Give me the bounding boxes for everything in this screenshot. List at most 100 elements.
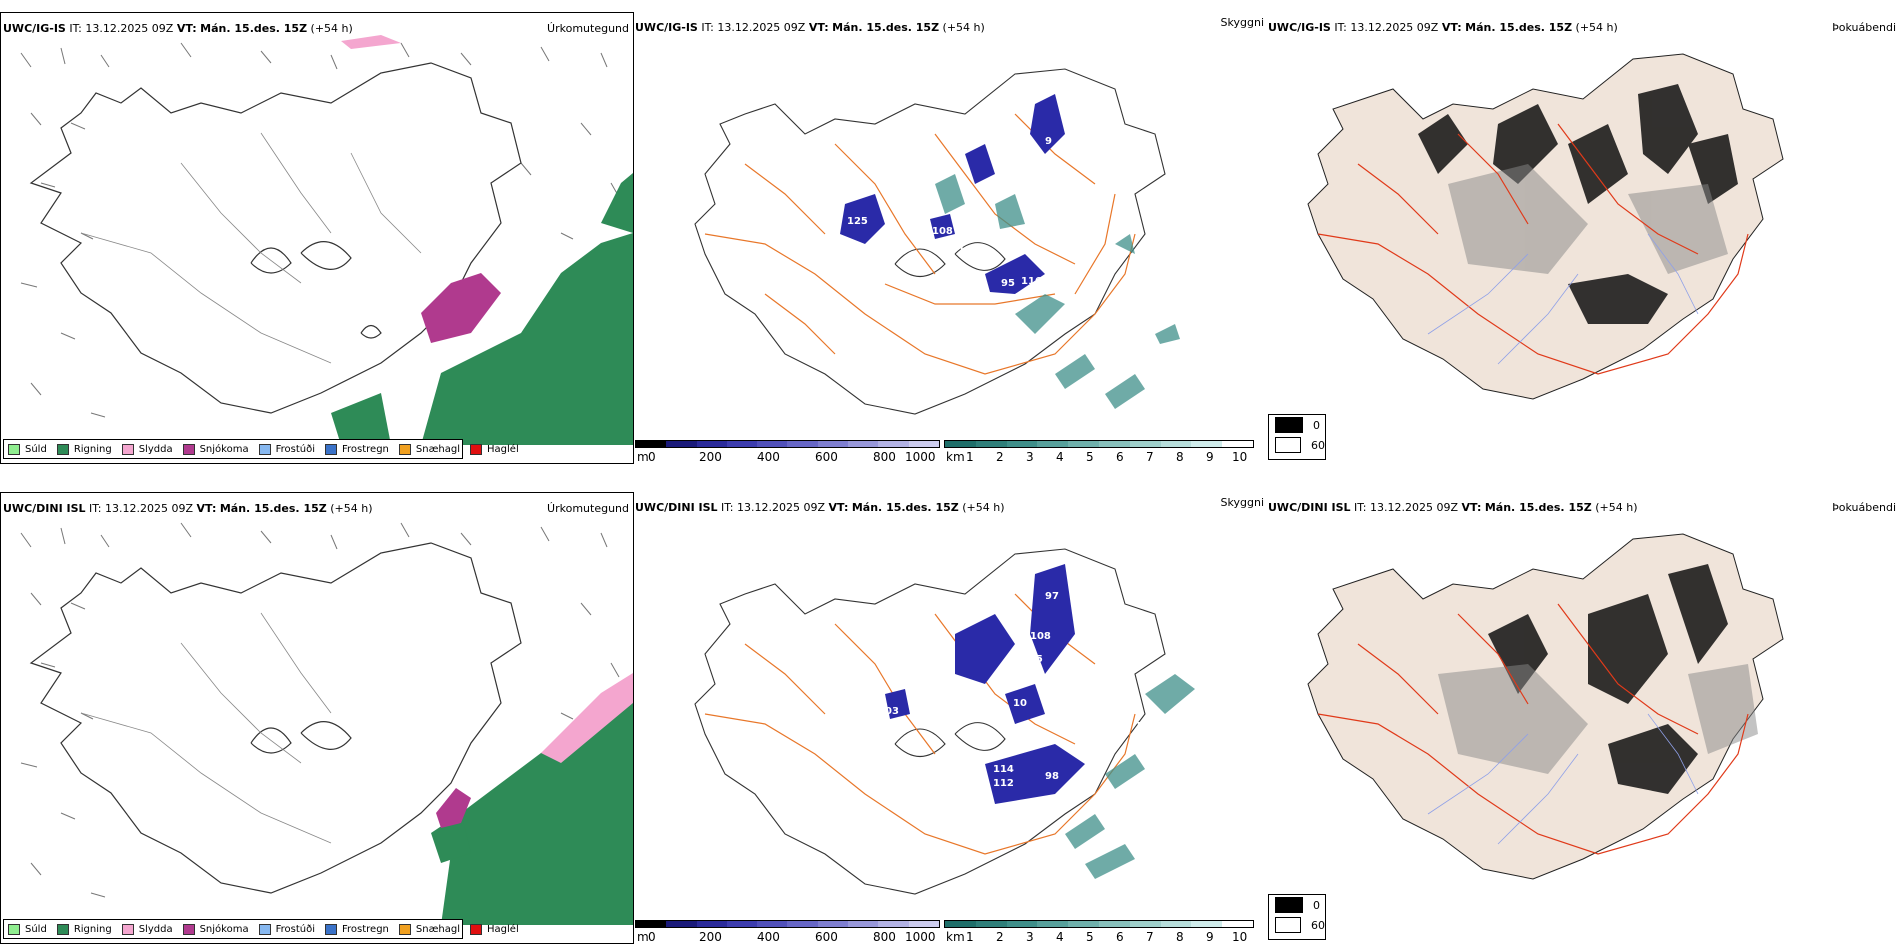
fog-legend-item: 0	[1269, 415, 1325, 435]
fog-legend-item: 0	[1269, 895, 1325, 915]
fog-legend-swatch	[1275, 417, 1303, 433]
cbar-tick: 8	[1176, 930, 1184, 944]
vis-title-row1: Skyggni	[1220, 16, 1264, 29]
vis-label: 105	[1022, 654, 1043, 665]
cbar-unit: m	[637, 930, 649, 944]
legend-label: Haglél	[487, 923, 519, 935]
cbar-ticks: m 0 200 400 600 800 1000	[635, 928, 940, 944]
legend-label: Haglél	[487, 443, 519, 455]
fog-legend-swatch	[1275, 437, 1301, 453]
it-label: IT:	[89, 502, 102, 515]
rain-area-south	[431, 813, 471, 863]
it-value: 13.12.2025 09Z	[85, 22, 174, 35]
precip-title-row1: Úrkomutegund	[547, 22, 629, 35]
cbar-tick: 3	[1026, 450, 1034, 464]
legend-swatch	[470, 443, 483, 455]
vis-label: 112	[993, 778, 1014, 789]
cbar-swatches	[944, 440, 1254, 448]
precip-header-row2: UWC/DINI ISL IT: 13.12.2025 09Z VT: Mán.…	[3, 502, 373, 515]
fog-patches	[1418, 84, 1738, 324]
legend-item: Haglél	[470, 923, 519, 935]
visibility-areas	[1065, 674, 1195, 879]
cbar-tick: 600	[815, 930, 838, 944]
vis-label: 105	[958, 246, 979, 257]
vis-label: 95	[1001, 278, 1015, 289]
cbar-unit: km	[946, 930, 965, 944]
vis-label: 103	[1068, 346, 1089, 357]
low-cloud-areas	[885, 564, 1085, 804]
cbar-swatches	[635, 440, 940, 448]
legend-label: Snæhagl	[415, 923, 461, 935]
legend-item: Súld	[8, 923, 47, 935]
vis-label: 114	[993, 764, 1014, 775]
vis-label: 10	[1013, 698, 1027, 709]
vis-label: 114	[1060, 668, 1081, 679]
fog-legend-row1: 0 60	[1268, 414, 1326, 460]
roads	[80, 132, 422, 364]
vt-label: VT:	[828, 501, 849, 514]
cbar-tick: 4	[1056, 450, 1064, 464]
fog-header-row1: UWC/IG-IS IT: 13.12.2025 09Z VT: Mán. 15…	[1268, 21, 1618, 34]
legend-swatch	[258, 443, 271, 455]
legend-item: Snjókoma	[182, 443, 249, 455]
rain-area-east	[601, 173, 633, 233]
legend-item: Rigning	[56, 923, 112, 935]
legend-label: Rigning	[73, 443, 112, 455]
it-value: 13.12.2025 09Z	[105, 502, 194, 515]
cbar-tick: 7	[1146, 930, 1154, 944]
cbar-tick: 200	[699, 930, 722, 944]
legend-item: Frostregn	[325, 923, 389, 935]
cbar-tick: 200	[699, 450, 722, 464]
legend-item: Snæhagl	[398, 443, 460, 455]
iceland-outline	[694, 68, 1166, 415]
vt-value: Mán. 15.des. 15Z	[200, 22, 308, 35]
fog-legend-label: 0	[1313, 418, 1320, 432]
legend-swatch	[470, 923, 483, 935]
visibility-colorbar-row2: km 1 2 3 4 5 6 7 8 9 10	[944, 920, 1254, 944]
model-name: UWC/IG-IS	[1268, 21, 1331, 34]
precip-map-row1	[20, 35, 633, 445]
legend-label: Snjókoma	[199, 923, 249, 935]
visibility-value-labels: 125 108 116 105 95 125 9 222 206 185 84 …	[847, 136, 1103, 357]
legend-swatch	[258, 923, 271, 935]
cbar-ticks: km 1 2 3 4 5 6 7 8 9 10	[944, 928, 1254, 944]
vis-label: 84	[1065, 199, 1079, 210]
vis-header-row1: UWC/IG-IS IT: 13.12.2025 09Z VT: Mán. 15…	[635, 21, 985, 34]
cbar-tick: 10	[1232, 930, 1248, 944]
cbar-tick: 1000	[905, 450, 936, 464]
model-name: UWC/DINI ISL	[3, 502, 86, 515]
fog-panel-row1: UWC/IG-IS IT: 13.12.2025 09Z VT: Mán. 15…	[1268, 12, 1900, 412]
lead-time: (+54 h)	[310, 22, 353, 35]
vis-title-row2: Skyggni	[1220, 496, 1264, 509]
vt-value: Mán. 15.des. 15Z	[219, 502, 327, 515]
legend-label: Rigning	[73, 923, 112, 935]
cbar-tick: 6	[1116, 930, 1124, 944]
cbar-tick: 1	[966, 450, 974, 464]
cbar-tick: 5	[1086, 930, 1094, 944]
iceland-outline	[694, 548, 1166, 895]
low-cloud-areas	[840, 94, 1065, 294]
legend-label: Frostregn	[342, 923, 389, 935]
vis-label: 129	[1135, 721, 1156, 732]
cbar-unit: m	[637, 450, 649, 464]
lead-time: (+54 h)	[942, 21, 985, 34]
legend-swatch	[8, 923, 20, 935]
vt-label: VT:	[808, 21, 829, 34]
cbar-ticks: m 0 200 400 600 800 1000	[635, 448, 940, 464]
fog-map-row2	[1307, 533, 1784, 880]
it-value: 13.12.2025 09Z	[1370, 501, 1459, 514]
legend-item: Snæhagl	[398, 923, 461, 935]
legend-label: Frostregn	[342, 443, 389, 455]
cbar-unit: km	[946, 450, 965, 464]
vis-label: 125	[847, 216, 868, 227]
cbar-ticks: km 1 2 3 4 5 6 7 8 9 10	[944, 448, 1254, 464]
cbar-tick: 1	[966, 930, 974, 944]
lead-time: (+54 h)	[1595, 501, 1638, 514]
precip-panel-row1: UWC/IG-IS IT: 13.12.2025 09Z VT: Mán. 15…	[0, 12, 634, 464]
precip-title-row2: Úrkomutegund	[547, 502, 629, 515]
fog-grey	[1438, 664, 1758, 774]
it-label: IT:	[1354, 501, 1367, 514]
cbar-tick: 10	[1232, 450, 1248, 464]
vis-label: 14	[980, 226, 994, 237]
fog-legend-item: 60	[1269, 915, 1325, 935]
